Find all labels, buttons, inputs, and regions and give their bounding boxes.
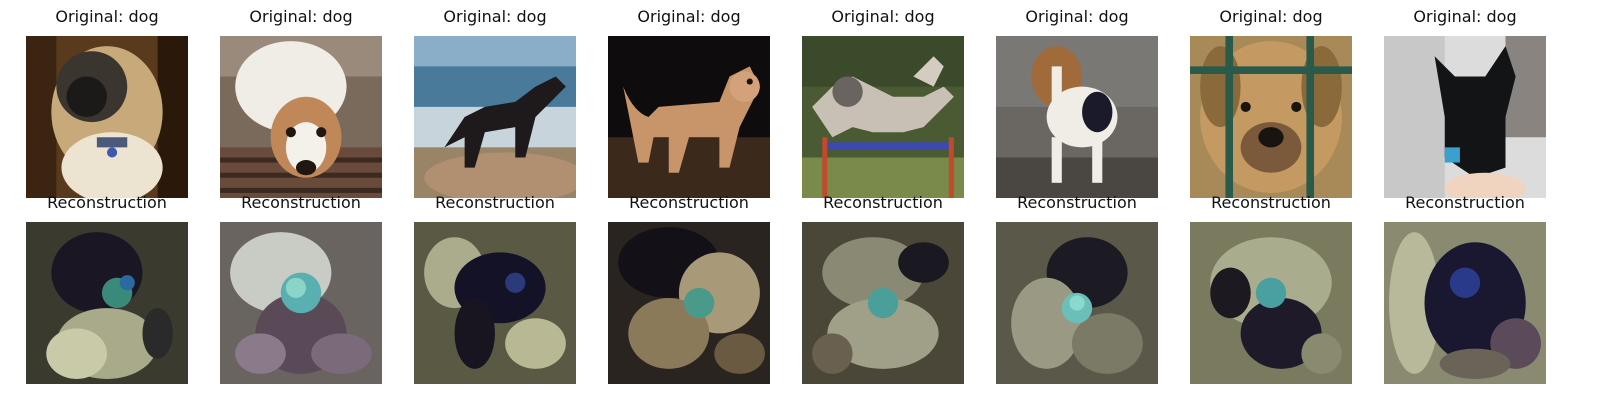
reconstruction-title-8: Reconstruction <box>1405 193 1525 212</box>
reconstruction-cell-3: Reconstruction <box>414 192 576 384</box>
original-image-7 <box>1190 36 1352 198</box>
reconstruction-cell-6: Reconstruction <box>996 192 1158 384</box>
original-title-7: Original: dog <box>1219 7 1323 26</box>
reconstruction-cell-8: Reconstruction <box>1384 192 1546 384</box>
reconstruction-image-1 <box>26 222 188 384</box>
original-image-6 <box>996 36 1158 198</box>
reconstruction-cell-5: Reconstruction <box>802 192 964 384</box>
reconstruction-cell-1: Reconstruction <box>26 192 188 384</box>
reconstruction-image-3 <box>414 222 576 384</box>
original-cell-1: Original: dog <box>26 6 188 198</box>
reconstruction-image-7 <box>1190 222 1352 384</box>
original-cell-6: Original: dog <box>996 6 1158 198</box>
reconstruction-image-8 <box>1384 222 1546 384</box>
original-image-1 <box>26 36 188 198</box>
original-cell-4: Original: dog <box>608 6 770 198</box>
original-cell-3: Original: dog <box>414 6 576 198</box>
original-image-8 <box>1384 36 1546 198</box>
reconstruction-title-7: Reconstruction <box>1211 193 1331 212</box>
reconstruction-image-2 <box>220 222 382 384</box>
reconstruction-image-4 <box>608 222 770 384</box>
reconstruction-title-2: Reconstruction <box>241 193 361 212</box>
original-title-6: Original: dog <box>1025 7 1129 26</box>
original-title-1: Original: dog <box>55 7 159 26</box>
reconstruction-image-6 <box>996 222 1158 384</box>
reconstruction-title-3: Reconstruction <box>435 193 555 212</box>
original-image-5 <box>802 36 964 198</box>
original-title-8: Original: dog <box>1413 7 1517 26</box>
original-cell-8: Original: dog <box>1384 6 1546 198</box>
original-image-3 <box>414 36 576 198</box>
original-cell-2: Original: dog <box>220 6 382 198</box>
reconstruction-title-1: Reconstruction <box>47 193 167 212</box>
original-title-5: Original: dog <box>831 7 935 26</box>
original-image-2 <box>220 36 382 198</box>
original-cell-5: Original: dog <box>802 6 964 198</box>
original-title-3: Original: dog <box>443 7 547 26</box>
original-cell-7: Original: dog <box>1190 6 1352 198</box>
reconstruction-title-6: Reconstruction <box>1017 193 1137 212</box>
original-title-4: Original: dog <box>637 7 741 26</box>
original-title-2: Original: dog <box>249 7 353 26</box>
reconstruction-cell-2: Reconstruction <box>220 192 382 384</box>
reconstruction-title-4: Reconstruction <box>629 193 749 212</box>
reconstruction-cell-4: Reconstruction <box>608 192 770 384</box>
original-image-4 <box>608 36 770 198</box>
reconstruction-image-5 <box>802 222 964 384</box>
reconstruction-cell-7: Reconstruction <box>1190 192 1352 384</box>
reconstruction-title-5: Reconstruction <box>823 193 943 212</box>
